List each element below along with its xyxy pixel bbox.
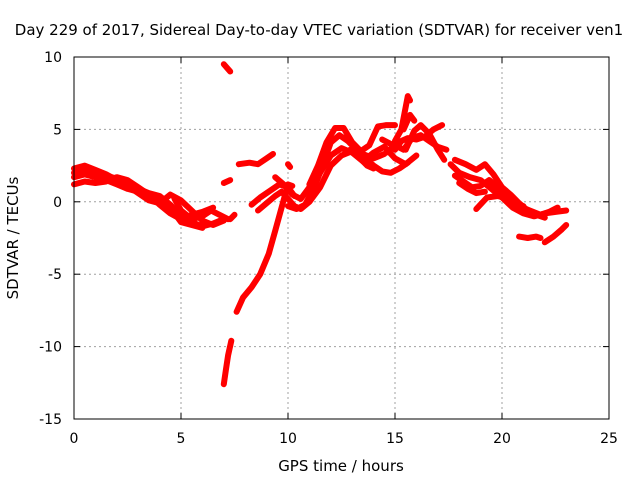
plot-frame bbox=[73, 56, 610, 420]
x-tick-label: 15 bbox=[386, 431, 404, 447]
y-tick-label: -10 bbox=[39, 340, 62, 356]
series-arc-17 bbox=[306, 122, 398, 188]
x-axis-label: GPS time / hours bbox=[278, 457, 404, 475]
x-tick-label: 25 bbox=[600, 431, 618, 447]
series-arc-18 bbox=[347, 146, 377, 172]
y-tick-label: 10 bbox=[44, 50, 62, 66]
series-arc-22 bbox=[402, 122, 448, 163]
series-arc-14 bbox=[272, 143, 420, 202]
series-arc-27 bbox=[456, 180, 488, 197]
series-arc-28 bbox=[473, 193, 561, 218]
series-arc-5 bbox=[171, 195, 232, 223]
series-arc-15 bbox=[285, 161, 294, 170]
y-tick-label: 5 bbox=[53, 122, 62, 138]
series-arc-6 bbox=[220, 61, 234, 75]
series-arc-8 bbox=[220, 177, 234, 186]
series-arc-7 bbox=[220, 337, 235, 388]
series-arc-29 bbox=[516, 233, 544, 241]
x-tick-label: 0 bbox=[70, 431, 79, 447]
series-arc-9 bbox=[227, 211, 238, 223]
series-arc-30 bbox=[541, 222, 570, 246]
x-tick-label: 10 bbox=[279, 431, 297, 447]
x-tick-label: 20 bbox=[493, 431, 511, 447]
y-axis-label: SDTVAR / TECUs bbox=[4, 176, 22, 299]
y-tick-label: -15 bbox=[39, 412, 62, 428]
y-tick-label: -5 bbox=[48, 267, 62, 283]
chart-title: Day 229 of 2017, Sidereal Day-to-day VTE… bbox=[15, 21, 623, 39]
x-tick-label: 5 bbox=[177, 431, 186, 447]
series-arc-23 bbox=[400, 111, 418, 133]
axis-ticks: 0 5 10 15 20 25 -15 -10 -5 0 5 10 bbox=[39, 50, 618, 447]
series-arc-21 bbox=[392, 93, 413, 144]
series-arc-11 bbox=[235, 151, 276, 168]
data-series bbox=[71, 61, 570, 388]
y-tick-label: 0 bbox=[53, 195, 62, 211]
